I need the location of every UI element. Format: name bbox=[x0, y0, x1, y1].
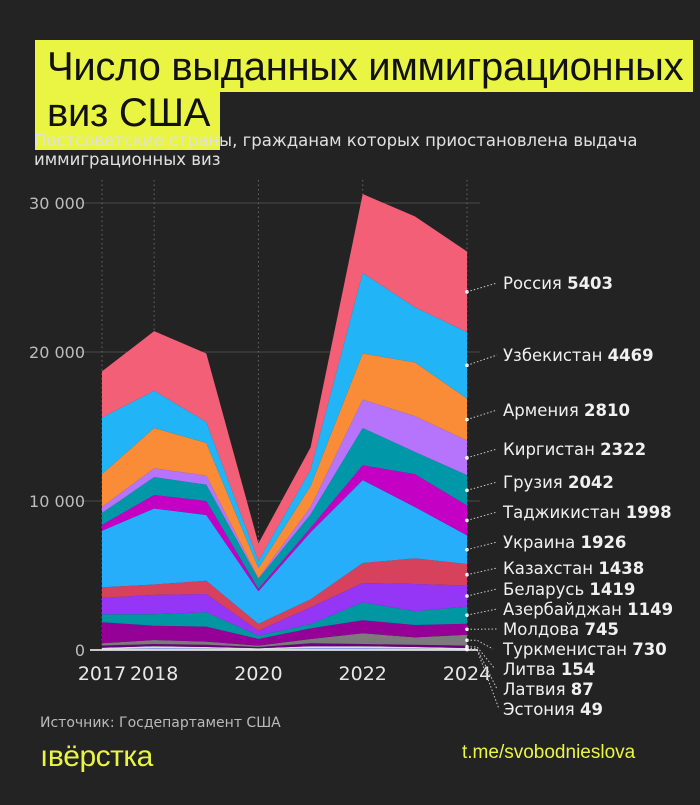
leader-line bbox=[466, 409, 498, 421]
x-tick-label: 2022 bbox=[339, 663, 387, 685]
chart-subtitle: Постсоветские страны, гражданам которых … bbox=[34, 131, 638, 169]
series-value: 5403 bbox=[567, 274, 613, 293]
series-value: 1926 bbox=[580, 533, 626, 552]
series-value: 2042 bbox=[568, 473, 614, 492]
series-label: Азербайджан 1149 bbox=[503, 600, 673, 619]
leader-line bbox=[466, 567, 498, 576]
series-value: 154 bbox=[561, 660, 595, 679]
title-line-1: Число выданных иммиграционных bbox=[35, 40, 694, 92]
series-value: 1438 bbox=[598, 559, 644, 578]
telegram-link[interactable]: t.me/svobodnieslova bbox=[462, 742, 636, 763]
series-value: 49 bbox=[580, 700, 603, 719]
area-12 bbox=[102, 353, 467, 579]
series-name: Молдова bbox=[503, 620, 584, 639]
y-tick-label: 20 000 bbox=[29, 343, 85, 362]
series-name: Киргистан bbox=[503, 440, 600, 459]
area-11 bbox=[102, 399, 467, 579]
series-name: Грузия bbox=[503, 473, 568, 492]
series-value: 87 bbox=[571, 680, 594, 699]
x-tick-label: 2020 bbox=[234, 663, 282, 685]
series-label: Армения 2810 bbox=[503, 401, 630, 420]
series-label: Беларусь 1419 bbox=[503, 580, 635, 599]
series-name: Армения bbox=[503, 401, 584, 420]
series-name: Россия bbox=[503, 274, 567, 293]
x-tick-label: 2017 bbox=[78, 663, 126, 685]
series-label: Латвия 87 bbox=[503, 680, 594, 699]
area-2 bbox=[102, 643, 467, 649]
area-10 bbox=[102, 427, 467, 589]
source-note: Источник: Госдепартамент США bbox=[40, 715, 281, 731]
series-label: Украина 1926 bbox=[503, 533, 626, 552]
series-name: Украина bbox=[503, 533, 580, 552]
leader-line bbox=[466, 588, 498, 597]
series-label: Туркменистан 730 bbox=[502, 640, 667, 659]
series-value: 1149 bbox=[627, 600, 673, 619]
leader-line bbox=[466, 282, 498, 293]
area-13 bbox=[102, 273, 467, 569]
y-tick-label: 0 bbox=[75, 641, 85, 660]
y-tick-label: 30 000 bbox=[29, 194, 85, 213]
series-label: Литва 154 bbox=[503, 660, 595, 679]
series-label: Таджикистан 1998 bbox=[502, 503, 672, 522]
leader-line bbox=[466, 481, 498, 491]
leader-line bbox=[466, 608, 498, 616]
logo-verstka: ıвёрстка bbox=[40, 740, 153, 773]
series-value: 2322 bbox=[600, 440, 646, 459]
series-name: Казахстан bbox=[503, 559, 598, 578]
series-name: Азербайджан bbox=[503, 600, 627, 619]
series-name: Таджикистан bbox=[502, 503, 626, 522]
title-line-2: виз США bbox=[35, 90, 221, 150]
area-14 bbox=[102, 194, 467, 561]
series-label: Россия 5403 bbox=[503, 274, 613, 293]
series-label: Эстония 49 bbox=[503, 700, 603, 719]
area-3 bbox=[102, 633, 467, 648]
leader-line bbox=[466, 511, 498, 521]
leader-line bbox=[466, 448, 498, 459]
series-label: Киргистан 2322 bbox=[503, 440, 646, 459]
series-value: 745 bbox=[584, 620, 618, 639]
leader-line bbox=[466, 354, 498, 366]
leader-line bbox=[467, 639, 494, 650]
series-name: Беларусь bbox=[503, 580, 589, 599]
leader-line bbox=[466, 541, 498, 551]
series-name: Литва bbox=[503, 660, 561, 679]
leader-dot bbox=[465, 456, 469, 460]
series-value: 2810 bbox=[584, 401, 630, 420]
series-name: Эстония bbox=[503, 700, 580, 719]
area-6 bbox=[102, 582, 467, 636]
series-value: 1998 bbox=[626, 503, 672, 522]
y-tick-label: 10 000 bbox=[29, 492, 85, 511]
series-label: Грузия 2042 bbox=[503, 473, 614, 492]
area-8 bbox=[102, 480, 467, 624]
series-name: Туркменистан bbox=[502, 640, 632, 659]
series-label: Молдова 745 bbox=[503, 620, 619, 639]
area-7 bbox=[102, 558, 467, 631]
series-label: Казахстан 1438 bbox=[503, 559, 644, 578]
series-label: Узбекистан 4469 bbox=[503, 346, 654, 365]
area-1 bbox=[102, 646, 467, 650]
area-4 bbox=[102, 620, 467, 646]
series-name: Латвия bbox=[503, 680, 571, 699]
series-value: 4469 bbox=[608, 346, 654, 365]
series-value: 1419 bbox=[589, 580, 635, 599]
leader-dot bbox=[465, 417, 469, 422]
area-5 bbox=[102, 602, 467, 639]
x-tick-label: 2024 bbox=[443, 663, 491, 685]
leader-line bbox=[467, 646, 496, 670]
series-name: Узбекистан bbox=[503, 346, 608, 365]
series-value: 730 bbox=[632, 640, 666, 659]
x-tick-label: 2018 bbox=[130, 663, 178, 685]
